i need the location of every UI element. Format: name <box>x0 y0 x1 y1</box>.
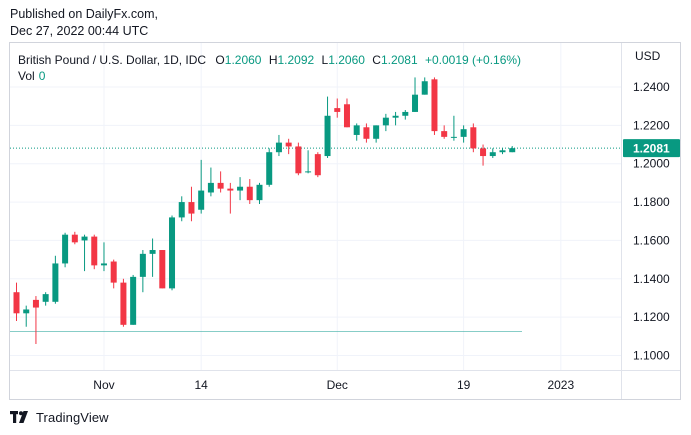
candle-body <box>489 152 496 157</box>
candle-body <box>305 171 312 173</box>
candle-body <box>227 188 234 191</box>
x-tick-label: Dec <box>327 378 348 392</box>
close-key: C <box>372 53 381 67</box>
chart-frame <box>9 42 681 400</box>
candle-body <box>71 234 78 243</box>
volume-value: 0 <box>38 69 46 83</box>
candle-body <box>81 236 88 241</box>
candle-body <box>363 127 370 139</box>
candle-body <box>480 148 487 157</box>
candle-body <box>470 127 477 149</box>
candle-body <box>169 217 176 289</box>
candle-body <box>207 182 214 193</box>
currency-label: USD <box>635 49 661 63</box>
close-value: 1.2081 <box>380 53 418 67</box>
candle-body <box>441 131 448 137</box>
candle-body <box>314 154 321 176</box>
candle-body <box>431 79 438 132</box>
candle-body <box>460 129 467 137</box>
y-tick-label: 1.2000 <box>633 157 670 171</box>
ohlc-legend: British Pound / U.S. Dollar, 1D, IDC O1.… <box>18 52 521 68</box>
x-tick-label: Nov <box>93 378 114 392</box>
candle-body <box>32 299 39 308</box>
candle-body <box>246 186 253 201</box>
candle-body <box>178 202 185 218</box>
candle-body <box>188 202 195 214</box>
last-price-tag <box>623 139 680 158</box>
candle-body <box>120 282 127 325</box>
candle-body <box>275 142 282 153</box>
volume-legend: Vol 0 <box>18 68 45 84</box>
candle-body <box>237 186 244 191</box>
candle-body <box>334 108 341 112</box>
candle-body <box>324 115 331 157</box>
candle-body <box>13 292 20 314</box>
candle-body <box>295 146 302 174</box>
candle-body <box>110 261 117 283</box>
volume-label: Vol <box>18 69 35 83</box>
candle-body <box>382 117 389 126</box>
candle-body <box>62 234 69 264</box>
candle-body <box>392 115 399 118</box>
x-tick-label: 14 <box>195 378 209 392</box>
candle-body <box>412 94 419 112</box>
y-tick-label: 1.1800 <box>633 195 670 209</box>
candle-body <box>100 263 107 266</box>
high-value: 1.2092 <box>277 53 315 67</box>
candle-body <box>91 236 98 266</box>
symbol-title: British Pound / U.S. Dollar, 1D, IDC <box>18 53 207 67</box>
candle-body <box>159 250 166 289</box>
candle-body <box>421 81 428 95</box>
x-tick-label: 2023 <box>547 378 574 392</box>
x-tick-label: 19 <box>457 378 471 392</box>
candle-body <box>499 150 506 153</box>
candle-body <box>130 276 137 325</box>
change-value: +0.0019 (+0.16%) <box>424 53 522 67</box>
last-price-tag-label: 1.2081 <box>633 142 670 156</box>
candle-body <box>256 184 263 201</box>
y-tick-label: 1.1600 <box>633 233 670 247</box>
candle-body <box>139 253 146 277</box>
candle-body <box>149 250 156 254</box>
low-value: 1.2060 <box>328 53 365 67</box>
candle-body <box>450 136 457 138</box>
candle-body <box>217 182 224 189</box>
low-key: L <box>321 53 329 67</box>
tradingview-logo-icon <box>10 411 28 423</box>
y-tick-label: 1.2200 <box>633 118 670 132</box>
publish-date: Dec 27, 2022 00:44 UTC <box>10 24 149 38</box>
candle-body <box>266 152 273 185</box>
y-tick-label: 1.1400 <box>633 272 670 286</box>
y-tick-label: 1.1000 <box>633 349 670 363</box>
open-key: O <box>215 53 225 67</box>
candle-body <box>343 104 350 128</box>
candle-body <box>353 125 360 135</box>
high-key: H <box>268 53 278 67</box>
brand-name: TradingView <box>36 409 109 425</box>
candle-body <box>373 125 380 139</box>
y-tick-label: 1.2400 <box>633 80 670 94</box>
y-tick-label: 1.1200 <box>633 310 670 324</box>
publish-info: Published on DailyFx.com, Dec 27, 2022 0… <box>10 6 158 40</box>
candle-body <box>23 309 30 314</box>
candle-body <box>198 190 205 210</box>
candle-body <box>52 263 59 302</box>
candle-body <box>42 294 49 302</box>
candle-body <box>509 148 516 153</box>
candle-body <box>402 111 409 116</box>
open-value: 1.2060 <box>224 53 262 67</box>
candle-body <box>285 142 292 147</box>
publish-source: Published on DailyFx.com, <box>10 7 158 21</box>
tradingview-logo[interactable]: TradingView <box>10 409 109 425</box>
